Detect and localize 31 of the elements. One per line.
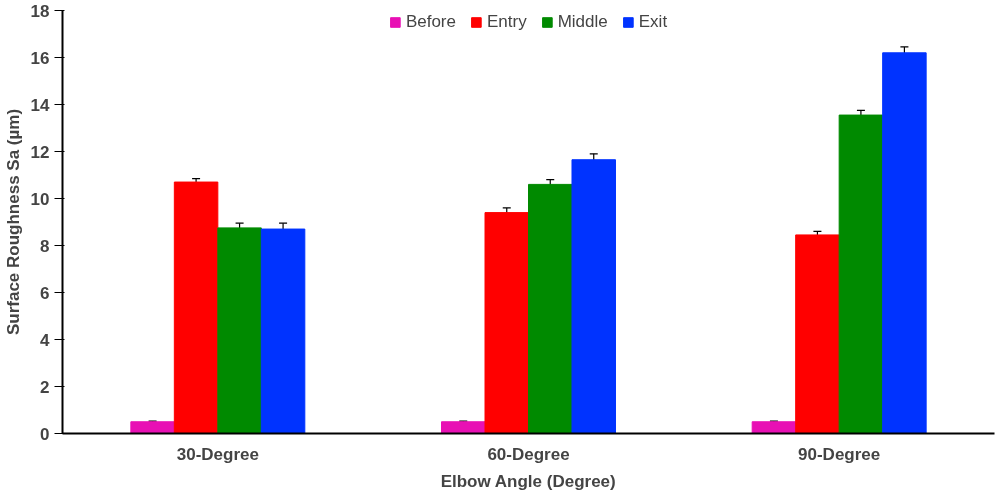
bar — [751, 421, 797, 434]
legend-label: Exit — [638, 12, 668, 32]
y-tick-label: 12 — [30, 142, 50, 162]
bar — [260, 228, 306, 434]
bar — [130, 421, 175, 434]
bar — [571, 159, 616, 434]
x-axis-title: Elbow Angle (Degree) — [440, 471, 616, 491]
x-tick-label: 90-Degree — [798, 444, 881, 464]
legend-label: Middle — [557, 12, 608, 32]
bar — [173, 181, 219, 434]
y-tick-label: 14 — [30, 95, 51, 115]
y-tick-label: 8 — [40, 236, 50, 256]
x-tick-label: 30-Degree — [176, 444, 259, 464]
bar — [882, 52, 927, 434]
y-tick-label: 4 — [40, 330, 51, 350]
y-tick-label: 0 — [40, 424, 50, 444]
y-axis-title: Surface Roughness Sa (µm) — [3, 108, 23, 336]
y-tick-label: 6 — [40, 283, 50, 303]
legend-label: Entry — [486, 12, 527, 32]
y-tick-label: 16 — [30, 48, 50, 68]
y-tick-label: 10 — [30, 189, 50, 209]
y-tick-label: 18 — [30, 1, 50, 21]
bar — [217, 227, 262, 434]
bar — [528, 183, 573, 434]
x-tick-label: 60-Degree — [487, 444, 570, 464]
bar — [795, 234, 840, 434]
bar — [484, 212, 529, 434]
legend-label: Before — [405, 12, 456, 32]
bar — [838, 114, 884, 434]
y-tick-label: 2 — [40, 377, 50, 397]
bar — [441, 421, 486, 434]
